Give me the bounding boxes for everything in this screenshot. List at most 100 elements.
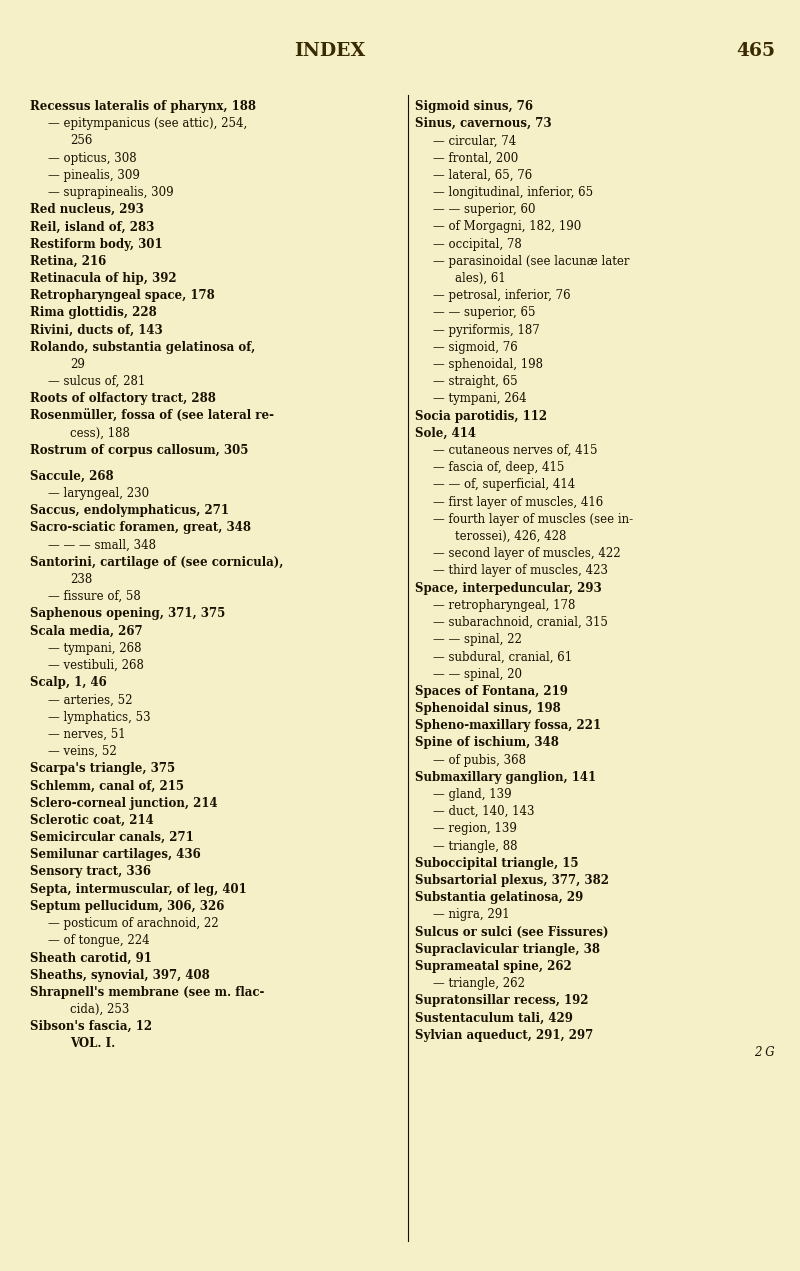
Text: Sclerotic coat, 214: Sclerotic coat, 214 bbox=[30, 813, 154, 827]
Text: Sulcus or sulci (see Fissures): Sulcus or sulci (see Fissures) bbox=[415, 925, 609, 938]
Text: — first layer of muscles, 416: — first layer of muscles, 416 bbox=[433, 496, 603, 508]
Text: — — — small, 348: — — — small, 348 bbox=[48, 539, 156, 552]
Text: — lymphatics, 53: — lymphatics, 53 bbox=[48, 710, 150, 723]
Text: — of pubis, 368: — of pubis, 368 bbox=[433, 754, 526, 766]
Text: — occipital, 78: — occipital, 78 bbox=[433, 238, 522, 250]
Text: Sustentaculum tali, 429: Sustentaculum tali, 429 bbox=[415, 1012, 573, 1024]
Text: — — of, superficial, 414: — — of, superficial, 414 bbox=[433, 478, 575, 492]
Text: — gland, 139: — gland, 139 bbox=[433, 788, 512, 801]
Text: Saccule, 268: Saccule, 268 bbox=[30, 470, 114, 483]
Text: — epitympanicus (see attic), 254,: — epitympanicus (see attic), 254, bbox=[48, 117, 247, 130]
Text: — duct, 140, 143: — duct, 140, 143 bbox=[433, 806, 534, 819]
Text: — sphenoidal, 198: — sphenoidal, 198 bbox=[433, 358, 543, 371]
Text: INDEX: INDEX bbox=[294, 42, 366, 60]
Text: — of Morgagni, 182, 190: — of Morgagni, 182, 190 bbox=[433, 220, 582, 234]
Text: — lateral, 65, 76: — lateral, 65, 76 bbox=[433, 169, 532, 182]
Text: — third layer of muscles, 423: — third layer of muscles, 423 bbox=[433, 564, 608, 577]
Text: Sclero-corneal junction, 214: Sclero-corneal junction, 214 bbox=[30, 797, 218, 810]
Text: Semicircular canals, 271: Semicircular canals, 271 bbox=[30, 831, 194, 844]
Text: Spheno-maxillary fossa, 221: Spheno-maxillary fossa, 221 bbox=[415, 719, 601, 732]
Text: Sheath carotid, 91: Sheath carotid, 91 bbox=[30, 952, 152, 965]
Text: Sensory tract, 336: Sensory tract, 336 bbox=[30, 866, 151, 878]
Text: — tympani, 264: — tympani, 264 bbox=[433, 393, 526, 405]
Text: 29: 29 bbox=[70, 358, 85, 371]
Text: Rima glottidis, 228: Rima glottidis, 228 bbox=[30, 306, 157, 319]
Text: — nigra, 291: — nigra, 291 bbox=[433, 909, 510, 921]
Text: Sinus, cavernous, 73: Sinus, cavernous, 73 bbox=[415, 117, 552, 130]
Text: Suboccipital triangle, 15: Suboccipital triangle, 15 bbox=[415, 857, 578, 869]
Text: — longitudinal, inferior, 65: — longitudinal, inferior, 65 bbox=[433, 186, 593, 200]
Text: — parasinoidal (see lacunæ later: — parasinoidal (see lacunæ later bbox=[433, 254, 630, 268]
Text: VOL. I.: VOL. I. bbox=[70, 1037, 115, 1050]
Text: Submaxillary ganglion, 141: Submaxillary ganglion, 141 bbox=[415, 770, 596, 784]
Text: Septa, intermuscular, of leg, 401: Septa, intermuscular, of leg, 401 bbox=[30, 882, 246, 896]
Text: — veins, 52: — veins, 52 bbox=[48, 745, 117, 758]
Text: — fourth layer of muscles (see in-: — fourth layer of muscles (see in- bbox=[433, 512, 633, 526]
Text: cida), 253: cida), 253 bbox=[70, 1003, 130, 1016]
Text: Scarpa's triangle, 375: Scarpa's triangle, 375 bbox=[30, 763, 175, 775]
Text: — petrosal, inferior, 76: — petrosal, inferior, 76 bbox=[433, 290, 570, 302]
Text: — subdural, cranial, 61: — subdural, cranial, 61 bbox=[433, 651, 572, 663]
Text: Sole, 414: Sole, 414 bbox=[415, 427, 476, 440]
Text: Retinacula of hip, 392: Retinacula of hip, 392 bbox=[30, 272, 177, 285]
Text: Sphenoidal sinus, 198: Sphenoidal sinus, 198 bbox=[415, 702, 561, 716]
Text: Scalp, 1, 46: Scalp, 1, 46 bbox=[30, 676, 106, 689]
Text: Scala media, 267: Scala media, 267 bbox=[30, 624, 142, 638]
Text: — frontal, 200: — frontal, 200 bbox=[433, 151, 518, 165]
Text: — second layer of muscles, 422: — second layer of muscles, 422 bbox=[433, 548, 621, 561]
Text: Sylvian aqueduct, 291, 297: Sylvian aqueduct, 291, 297 bbox=[415, 1028, 594, 1042]
Text: terossei), 426, 428: terossei), 426, 428 bbox=[455, 530, 566, 543]
Text: — arteries, 52: — arteries, 52 bbox=[48, 694, 133, 707]
Text: Suprameatal spine, 262: Suprameatal spine, 262 bbox=[415, 960, 572, 974]
Text: Recessus lateralis of pharynx, 188: Recessus lateralis of pharynx, 188 bbox=[30, 100, 256, 113]
Text: Retina, 216: Retina, 216 bbox=[30, 254, 106, 268]
Text: Red nucleus, 293: Red nucleus, 293 bbox=[30, 203, 144, 216]
Text: — — spinal, 20: — — spinal, 20 bbox=[433, 667, 522, 680]
Text: Restiform body, 301: Restiform body, 301 bbox=[30, 238, 162, 250]
Text: cess), 188: cess), 188 bbox=[70, 427, 130, 440]
Text: Rivini, ducts of, 143: Rivini, ducts of, 143 bbox=[30, 324, 162, 337]
Text: — nerves, 51: — nerves, 51 bbox=[48, 728, 126, 741]
Text: — — superior, 60: — — superior, 60 bbox=[433, 203, 535, 216]
Text: Supraclavicular triangle, 38: Supraclavicular triangle, 38 bbox=[415, 943, 600, 956]
Text: Roots of olfactory tract, 288: Roots of olfactory tract, 288 bbox=[30, 393, 216, 405]
Text: Saphenous opening, 371, 375: Saphenous opening, 371, 375 bbox=[30, 608, 226, 620]
Text: — cutaneous nerves of, 415: — cutaneous nerves of, 415 bbox=[433, 444, 598, 458]
Text: Supratonsillar recess, 192: Supratonsillar recess, 192 bbox=[415, 994, 589, 1008]
Text: ales), 61: ales), 61 bbox=[455, 272, 506, 285]
Text: Schlemm, canal of, 215: Schlemm, canal of, 215 bbox=[30, 779, 184, 792]
Text: — subarachnoid, cranial, 315: — subarachnoid, cranial, 315 bbox=[433, 616, 608, 629]
Text: — pyriformis, 187: — pyriformis, 187 bbox=[433, 324, 540, 337]
Text: — suprapinealis, 309: — suprapinealis, 309 bbox=[48, 186, 174, 200]
Text: — triangle, 88: — triangle, 88 bbox=[433, 840, 518, 853]
Text: Retropharyngeal space, 178: Retropharyngeal space, 178 bbox=[30, 290, 214, 302]
Text: — posticum of arachnoid, 22: — posticum of arachnoid, 22 bbox=[48, 916, 218, 930]
Text: — of tongue, 224: — of tongue, 224 bbox=[48, 934, 150, 947]
Text: — fascia of, deep, 415: — fascia of, deep, 415 bbox=[433, 461, 564, 474]
Text: Rolando, substantia gelatinosa of,: Rolando, substantia gelatinosa of, bbox=[30, 341, 255, 353]
Text: Sibson's fascia, 12: Sibson's fascia, 12 bbox=[30, 1021, 152, 1033]
Text: — region, 139: — region, 139 bbox=[433, 822, 517, 835]
Text: — laryngeal, 230: — laryngeal, 230 bbox=[48, 487, 149, 500]
Text: Rosenmüller, fossa of (see lateral re-: Rosenmüller, fossa of (see lateral re- bbox=[30, 409, 274, 423]
Text: — triangle, 262: — triangle, 262 bbox=[433, 977, 525, 990]
Text: — circular, 74: — circular, 74 bbox=[433, 135, 516, 147]
Text: Spine of ischium, 348: Spine of ischium, 348 bbox=[415, 736, 559, 750]
Text: — sulcus of, 281: — sulcus of, 281 bbox=[48, 375, 146, 388]
Text: 256: 256 bbox=[70, 135, 92, 147]
Text: Reil, island of, 283: Reil, island of, 283 bbox=[30, 220, 154, 234]
Text: Spaces of Fontana, 219: Spaces of Fontana, 219 bbox=[415, 685, 568, 698]
Text: Sacro-sciatic foramen, great, 348: Sacro-sciatic foramen, great, 348 bbox=[30, 521, 251, 534]
Text: — — superior, 65: — — superior, 65 bbox=[433, 306, 535, 319]
Text: 2 G: 2 G bbox=[754, 1046, 775, 1059]
Text: — — spinal, 22: — — spinal, 22 bbox=[433, 633, 522, 646]
Text: — retropharyngeal, 178: — retropharyngeal, 178 bbox=[433, 599, 575, 611]
Text: Space, interpeduncular, 293: Space, interpeduncular, 293 bbox=[415, 582, 602, 595]
Text: Santorini, cartilage of (see cornicula),: Santorini, cartilage of (see cornicula), bbox=[30, 555, 283, 569]
Text: — pinealis, 309: — pinealis, 309 bbox=[48, 169, 140, 182]
Text: Substantia gelatinosa, 29: Substantia gelatinosa, 29 bbox=[415, 891, 583, 904]
Text: Rostrum of corpus callosum, 305: Rostrum of corpus callosum, 305 bbox=[30, 444, 248, 458]
Text: — sigmoid, 76: — sigmoid, 76 bbox=[433, 341, 518, 353]
Text: Septum pellucidum, 306, 326: Septum pellucidum, 306, 326 bbox=[30, 900, 224, 913]
Text: Semilunar cartilages, 436: Semilunar cartilages, 436 bbox=[30, 848, 201, 862]
